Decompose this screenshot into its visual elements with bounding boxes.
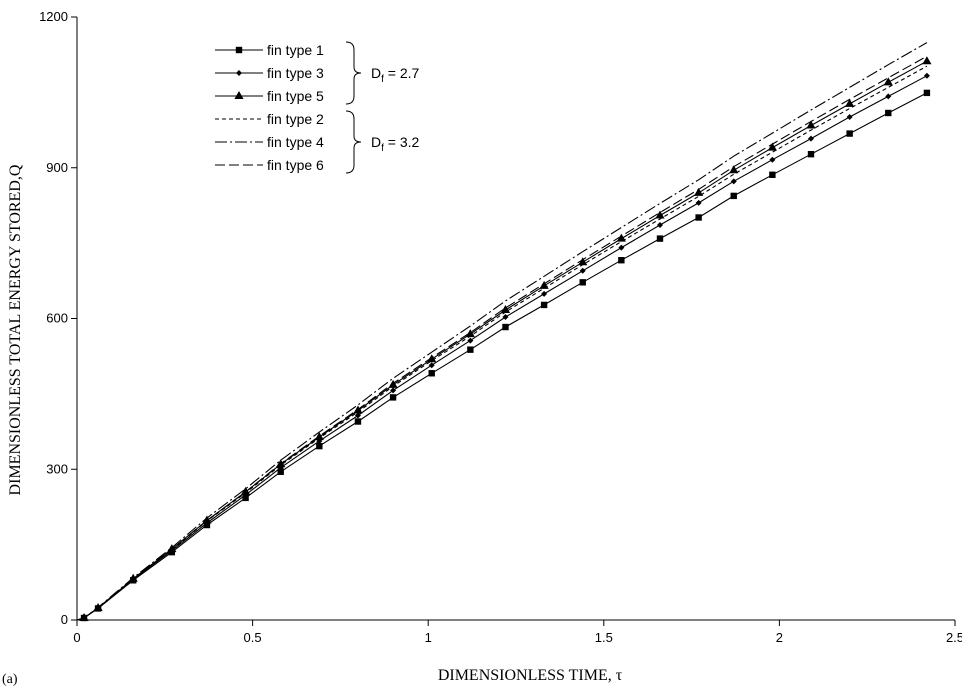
- x-tick-label: 0.5: [244, 630, 262, 645]
- data-point: [240, 486, 251, 495]
- legend-item-fin-type-2: fin type 2: [215, 111, 324, 127]
- data-point: [807, 150, 815, 158]
- legend-brace: [345, 110, 362, 174]
- data-point: [923, 89, 931, 97]
- legend-group-label: Df = 3.2: [371, 134, 420, 154]
- data-point: [428, 370, 435, 377]
- series-fin-type-4: [76, 42, 928, 621]
- series-fin-type-2: [76, 65, 928, 621]
- axes: 0 0.5 1 1.5 2 2.5 0 300 600 900 1200: [39, 9, 962, 645]
- data-point: [695, 199, 702, 206]
- series-fin-type-6: [76, 55, 928, 621]
- legend-label: fin type 6: [267, 157, 324, 173]
- series-fin-type-5: [76, 56, 932, 621]
- legend-item-fin-type-6: fin type 6: [215, 157, 324, 173]
- data-point: [885, 93, 892, 100]
- data-point: [202, 515, 212, 524]
- panel-label: (a): [2, 672, 18, 687]
- data-point: [354, 412, 361, 419]
- legend-label: fin type 2: [267, 111, 324, 127]
- data-point: [885, 109, 892, 117]
- data-point: [390, 387, 397, 394]
- series-line: [76, 42, 928, 621]
- data-point: [467, 346, 474, 353]
- legend-label: fin type 1: [267, 42, 324, 58]
- y-tick-label: 0: [61, 612, 68, 627]
- legend-label: fin type 4: [267, 134, 324, 150]
- data-point: [540, 301, 548, 309]
- data-point: [729, 165, 739, 174]
- data-point: [730, 192, 737, 200]
- data-point: [502, 323, 509, 331]
- data-point: [616, 233, 626, 242]
- y-axis-label: DIMENSIONLESS TOTAL ENERGY STORED,Q: [7, 164, 24, 495]
- data-point: [428, 362, 435, 369]
- data-point: [846, 113, 853, 120]
- x-tick-label: 1.5: [595, 630, 613, 645]
- x-tick-label: 0: [73, 630, 80, 645]
- data-point: [579, 279, 586, 286]
- data-point: [808, 135, 815, 142]
- data-point: [923, 72, 930, 79]
- series-fin-type-1: [76, 89, 931, 622]
- legend-item-fin-type-1: fin type 1: [215, 42, 324, 58]
- data-point: [806, 120, 816, 129]
- legend-brace: [345, 41, 362, 105]
- x-tick-label: 2.5: [946, 630, 962, 645]
- data-point: [579, 267, 586, 274]
- data-point: [242, 494, 249, 502]
- series-line: [76, 55, 928, 621]
- data-point: [277, 468, 284, 475]
- data-point: [578, 257, 588, 266]
- data-point: [655, 210, 665, 219]
- legend-marker: [235, 46, 243, 54]
- data-point: [656, 222, 663, 229]
- data-point: [465, 329, 475, 338]
- legend-item-fin-type-3: fin type 3: [215, 65, 324, 81]
- data-point: [767, 142, 777, 151]
- legend-label: fin type 5: [267, 88, 324, 104]
- data-point: [769, 156, 776, 163]
- y-tick-label: 600: [46, 311, 68, 326]
- data-point: [541, 290, 548, 297]
- data-point: [656, 235, 664, 242]
- legend-item-fin-type-4: fin type 4: [215, 134, 324, 150]
- data-point: [694, 187, 704, 196]
- series-line: [76, 92, 928, 621]
- data-point: [389, 394, 397, 401]
- data-point: [769, 171, 776, 178]
- data-point: [922, 56, 932, 65]
- x-tick-label: 1: [425, 630, 432, 645]
- data-point: [467, 337, 474, 344]
- data-point: [883, 77, 893, 86]
- x-tick-label: 2: [776, 630, 783, 645]
- y-tick-label: 900: [46, 160, 68, 175]
- x-axis-label: DIMENSIONLESS TIME, τ: [438, 667, 623, 684]
- legend-group-label: Df = 2.7: [371, 65, 420, 85]
- data-point: [618, 244, 625, 251]
- data-point: [846, 130, 853, 137]
- data-point: [354, 418, 362, 425]
- data-point: [167, 544, 177, 553]
- data-point: [502, 313, 509, 320]
- series-layer: [76, 42, 932, 622]
- series-line: [76, 65, 928, 621]
- legend: fin type 1 fin type 3 fin type 5 Df = 2.7 fi…: [215, 41, 420, 174]
- data-point: [695, 214, 702, 221]
- legend-marker: [236, 70, 242, 76]
- data-point: [618, 257, 625, 264]
- data-point: [730, 178, 737, 185]
- legend-item-fin-type-5: fin type 5: [215, 88, 324, 104]
- legend-label: fin type 3: [267, 65, 324, 81]
- data-point: [79, 612, 89, 621]
- data-point: [500, 304, 511, 313]
- y-tick-label: 1200: [39, 9, 68, 24]
- data-point: [316, 442, 323, 450]
- y-tick-label: 300: [46, 461, 68, 476]
- data-point: [845, 98, 855, 107]
- legend-marker: [234, 91, 244, 99]
- series-line: [76, 75, 928, 621]
- series-fin-type-3: [76, 72, 930, 621]
